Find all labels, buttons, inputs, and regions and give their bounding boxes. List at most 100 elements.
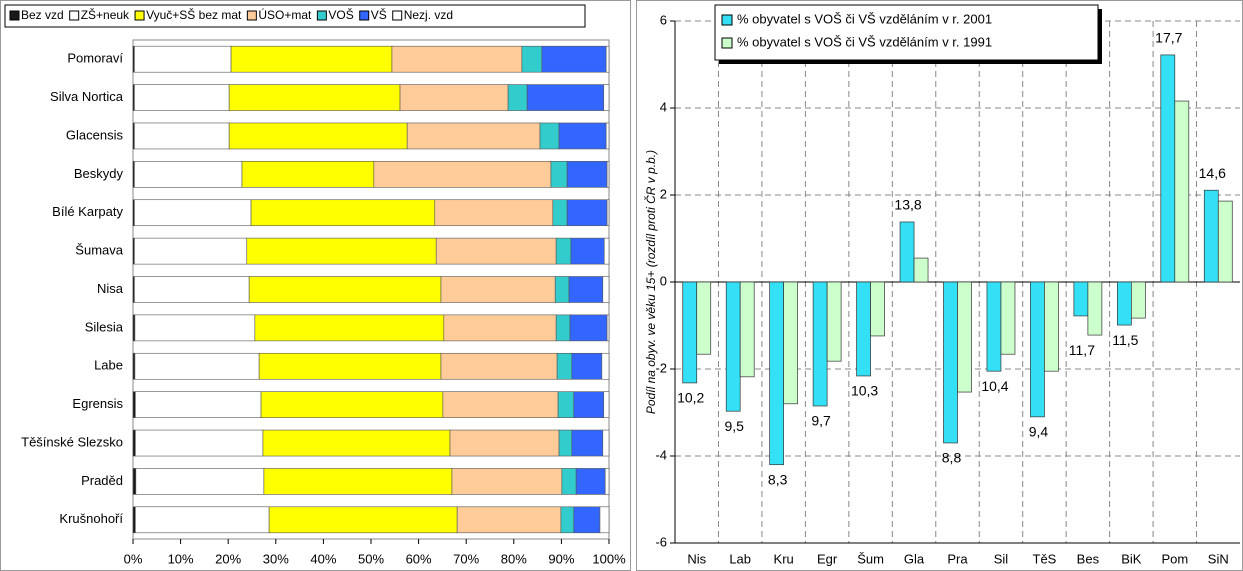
legend-box [4,4,586,28]
annotation: 10,3 [851,383,878,399]
x-tick-label: 100% [592,551,626,566]
x-tick-label: 10% [168,551,194,566]
bar-segment [434,199,554,227]
legend-swatch [721,14,733,26]
bar [769,281,785,466]
x-tick-label: Nis [687,551,706,566]
bar-segment [602,276,610,303]
bar [913,257,929,283]
bar-segment [134,352,260,380]
bar-segment [570,237,605,265]
bar-segment [435,237,557,265]
bar-segment [555,237,572,265]
x-tick-label: 0% [124,551,143,566]
x-tick-label: Pra [947,551,968,566]
annotation: 11,5 [1112,332,1138,348]
bar-segment [134,84,230,111]
bar [1073,281,1089,317]
annotation: 8,3 [768,471,788,487]
bar-segment [258,352,442,380]
bar-segment [443,314,557,342]
bar-segment [573,391,605,418]
legend-label: ZŠ+neuk [81,7,130,22]
y-tick-label: Silesia [85,319,124,334]
bar-segment [451,468,563,495]
annotation: 17,7 [1155,30,1182,46]
bar-segment [605,122,610,150]
bar-segment [406,122,541,150]
bar-segment [550,161,568,188]
x-tick-label: Šum [857,551,884,566]
bar-segment [558,122,607,150]
legend-swatch [392,10,403,21]
y-tick-label: Těšínské Slezsko [21,434,123,449]
legend-box [714,4,1099,61]
bar [943,281,958,444]
bar-segment [603,84,610,111]
bar-segment [134,276,250,303]
bar-segment [135,391,262,418]
bar-segment [134,45,232,73]
bar-segment [268,506,458,534]
x-tick-label: Lab [729,551,751,566]
y-tick-label: 0 [660,273,667,288]
x-tick-label: 50% [358,551,384,566]
bar-segment [554,276,570,303]
y-tick-label: Beskydy [74,166,124,181]
bar-segment [250,199,436,227]
annotation: 10,4 [981,378,1008,394]
bar [870,281,885,337]
annotation: 11,7 [1069,342,1095,358]
bar-segment [134,199,252,227]
bar-segment [132,506,136,534]
bar [1030,281,1045,418]
bar-segment [135,506,270,534]
bar-segment [566,199,608,227]
bar-segment [603,237,610,265]
bar-segment [132,391,136,418]
bar [1044,281,1059,372]
bar-segment [132,429,136,457]
bar-segment [254,314,445,342]
y-tick-label: Krušnohoří [59,511,123,526]
bar-segment [246,237,437,265]
bar-segment [571,429,604,457]
legend-swatch [721,37,733,49]
legend-label: % obyvatel s VOŠ či VŠ vzděláním v r. 19… [737,34,992,49]
bar-segment [260,391,444,418]
bar-segment [568,276,604,303]
bar-segment [541,45,607,73]
bar [696,281,712,355]
bar-segment [602,429,610,457]
bar [682,281,698,384]
bar-segment [262,429,451,457]
bar-segment [263,468,453,495]
bar-segment [399,84,509,111]
legend-label: % obyvatel s VOŠ či VŠ vzděláním v r. 20… [737,11,992,26]
y-tick-label: Pomoraví [67,51,123,66]
legend-swatch [359,10,370,21]
bar-segment [228,122,408,150]
bar-segment [449,429,560,457]
y-tick-label: 2 [660,186,667,201]
x-tick-label: BiK [1121,551,1142,566]
bar [1116,281,1132,326]
bar-segment [606,314,610,342]
bar-segment [557,391,575,418]
x-tick-label: 60% [406,551,432,566]
annotation: 14,6 [1199,165,1226,181]
bar-segment [561,468,577,495]
bar-segment [575,468,606,495]
x-tick-label: 40% [310,551,336,566]
bar-segment [440,352,558,380]
legend-swatch [9,10,20,21]
x-tick-label: SiN [1208,551,1229,566]
legend-swatch [69,10,80,21]
bar-segment [606,199,610,227]
bar-segment [526,84,605,111]
bar-segment [552,199,568,227]
bar-segment [606,161,610,188]
y-tick-label: 4 [660,99,667,114]
bar [1087,281,1103,336]
